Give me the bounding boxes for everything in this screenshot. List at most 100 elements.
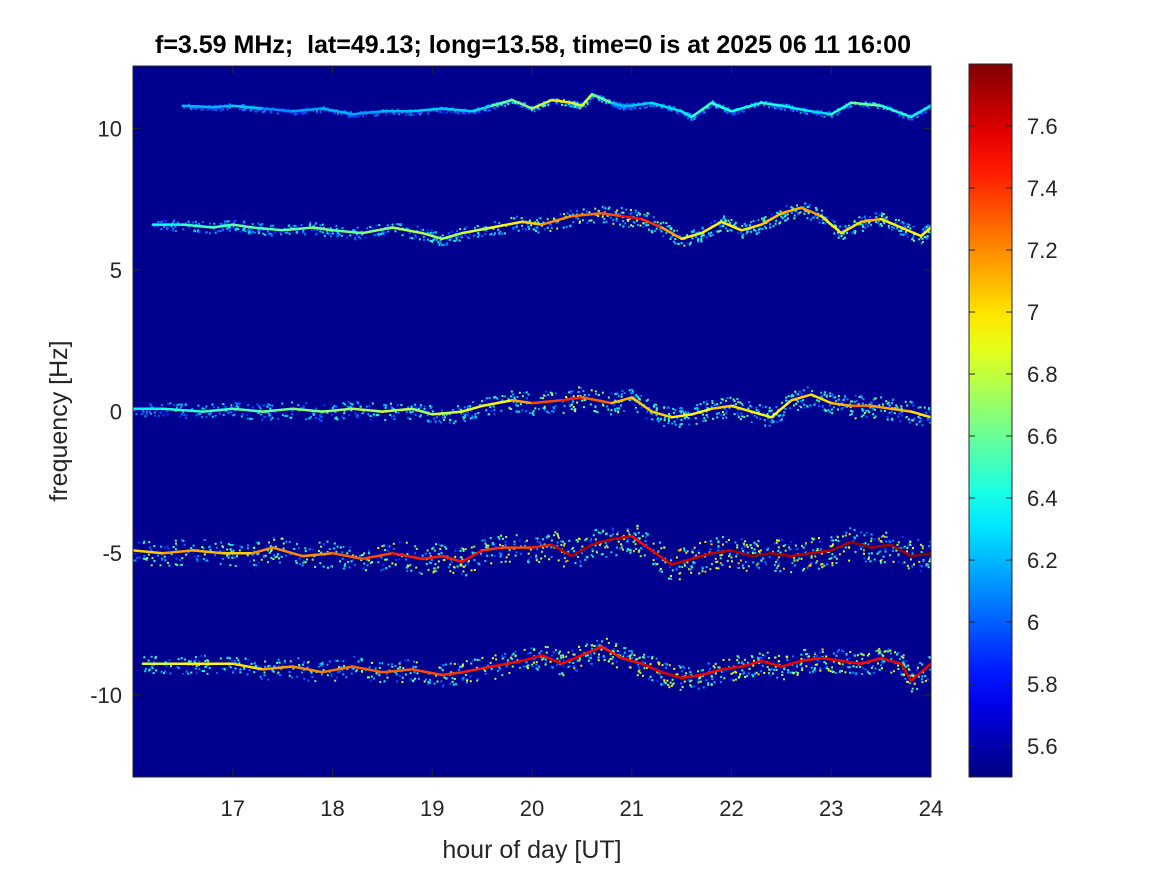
trace-speckle xyxy=(504,543,507,546)
trace-speckle xyxy=(778,211,781,214)
trace-speckle xyxy=(273,554,276,556)
trace-speckle xyxy=(461,663,464,666)
trace-speckle xyxy=(727,539,730,541)
trace-speckle xyxy=(755,416,758,419)
trace-speckle xyxy=(601,647,604,650)
trace-speckle xyxy=(242,228,245,231)
trace-speckle xyxy=(736,412,739,415)
trace-speckle xyxy=(200,108,203,111)
trace-speckle xyxy=(820,114,823,117)
trace-speckle xyxy=(201,407,204,410)
trace-speckle xyxy=(637,663,640,666)
trace-speckle xyxy=(609,216,612,219)
trace-speckle xyxy=(730,678,733,681)
trace-speckle xyxy=(891,225,894,228)
trace-speckle xyxy=(897,554,900,557)
trace-speckle xyxy=(784,543,787,546)
trace-speckle xyxy=(921,681,924,684)
trace-speckle xyxy=(198,664,200,667)
trace-speckle xyxy=(900,670,903,673)
trace-speckle xyxy=(145,413,148,416)
trace-speckle xyxy=(202,547,205,550)
trace-speckle xyxy=(213,227,216,230)
trace-speckle xyxy=(775,566,778,569)
trace-speckle xyxy=(225,227,228,230)
trace-speckle xyxy=(377,561,380,564)
trace-speckle xyxy=(911,552,914,555)
trace-segment xyxy=(570,212,604,218)
trace-speckle xyxy=(741,403,744,405)
trace-speckle xyxy=(168,659,171,662)
trace-speckle xyxy=(476,225,479,228)
trace-speckle xyxy=(569,405,572,407)
trace-speckle xyxy=(753,414,756,417)
trace-speckle xyxy=(663,546,666,549)
trace-speckle xyxy=(551,392,553,395)
trace-speckle xyxy=(732,671,735,674)
trace-speckle xyxy=(603,211,606,214)
trace-speckle xyxy=(308,548,311,551)
trace-speckle xyxy=(742,663,745,666)
trace-speckle xyxy=(489,406,492,409)
trace-speckle xyxy=(929,668,931,671)
trace-speckle xyxy=(538,108,541,111)
trace-speckle xyxy=(919,406,922,409)
trace-speckle xyxy=(892,227,895,230)
trace-speckle xyxy=(605,637,608,640)
trace-speckle xyxy=(594,544,597,547)
trace-speckle xyxy=(862,408,865,411)
trace-speckle xyxy=(412,679,415,682)
trace-speckle xyxy=(844,395,846,398)
trace-speckle xyxy=(295,225,298,228)
trace-speckle xyxy=(676,417,679,420)
trace-speckle xyxy=(194,106,197,109)
trace-speckle xyxy=(343,110,346,112)
trace-speckle xyxy=(784,214,787,217)
trace-speckle xyxy=(615,104,618,107)
trace-speckle xyxy=(277,665,280,667)
trace-speckle xyxy=(496,101,499,104)
trace-speckle xyxy=(698,231,701,234)
trace-speckle xyxy=(562,665,565,668)
trace-speckle xyxy=(778,654,780,657)
trace-speckle xyxy=(611,533,614,536)
trace-speckle xyxy=(175,406,178,409)
trace-speckle xyxy=(233,556,236,559)
trace-speckle xyxy=(238,402,241,405)
trace-speckle xyxy=(543,405,546,408)
trace-speckle xyxy=(788,104,791,107)
trace-speckle xyxy=(578,645,581,648)
trace-speckle xyxy=(636,658,639,661)
trace-speckle xyxy=(690,117,693,120)
trace-speckle xyxy=(657,550,660,553)
trace-speckle xyxy=(653,403,656,406)
trace-segment xyxy=(570,543,594,558)
trace-speckle xyxy=(563,404,566,407)
trace-speckle xyxy=(912,404,915,407)
trace-speckle xyxy=(723,217,726,220)
trace-speckle xyxy=(668,565,671,568)
trace-speckle xyxy=(838,648,840,651)
trace-speckle xyxy=(570,408,573,411)
trace-speckle xyxy=(728,565,731,568)
trace-speckle xyxy=(583,549,586,552)
trace-speckle xyxy=(633,107,636,110)
trace-speckle xyxy=(539,541,542,544)
trace-speckle xyxy=(347,114,350,117)
trace-speckle xyxy=(337,111,339,114)
trace-speckle xyxy=(634,533,637,536)
trace-speckle xyxy=(537,227,540,230)
trace-speckle xyxy=(291,401,293,404)
trace-speckle xyxy=(601,391,604,394)
trace-speckle xyxy=(550,556,553,559)
trace-speckle xyxy=(685,412,688,415)
trace-speckle xyxy=(257,411,260,414)
trace-speckle xyxy=(229,666,232,669)
trace-speckle xyxy=(671,684,673,687)
trace-speckle xyxy=(752,675,755,678)
trace-speckle xyxy=(476,666,479,669)
trace-speckle xyxy=(741,564,744,567)
trace-speckle xyxy=(384,418,387,421)
trace-speckle xyxy=(926,417,929,420)
trace-speckle xyxy=(928,225,931,227)
